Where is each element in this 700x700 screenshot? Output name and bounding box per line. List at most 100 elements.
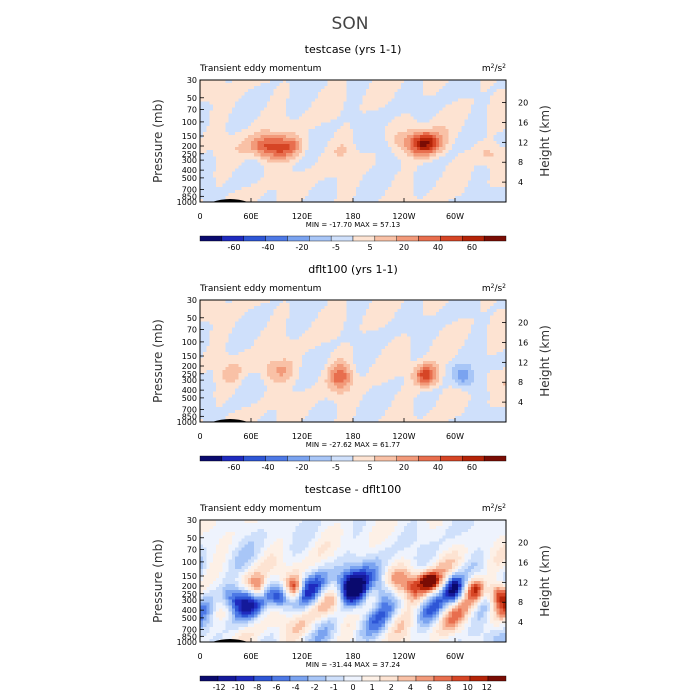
- field-cell: [483, 312, 488, 316]
- field-cell: [419, 128, 424, 133]
- field-cell: [362, 162, 367, 166]
- field-cell: [311, 83, 316, 87]
- field-cell: [273, 116, 277, 121]
- field-cell: [413, 171, 418, 175]
- field-cell: [461, 116, 465, 121]
- field-cell: [445, 95, 450, 99]
- field-cell: [467, 324, 472, 328]
- field-cell: [451, 107, 456, 111]
- field-cell: [435, 107, 440, 111]
- field-cell: [365, 174, 370, 178]
- field-cell: [407, 321, 411, 325]
- field-cell: [496, 189, 501, 194]
- field-cell: [212, 137, 217, 142]
- field-cell: [397, 186, 402, 191]
- field-cell: [470, 147, 475, 151]
- field-cell: [432, 150, 437, 154]
- field-cell: [340, 153, 344, 157]
- field-cell: [241, 89, 246, 93]
- field-cell: [209, 144, 214, 148]
- field-cell: [228, 186, 233, 191]
- field-cell: [464, 195, 469, 200]
- field-cell: [413, 165, 418, 169]
- field-cell: [292, 177, 297, 182]
- field-cell: [391, 174, 395, 178]
- field-cell: [212, 86, 217, 90]
- field-cell: [337, 171, 341, 175]
- field-cell: [372, 318, 376, 322]
- field-cell: [461, 153, 465, 157]
- field-cell: [241, 95, 246, 99]
- field-cell: [298, 92, 303, 96]
- field-cell: [477, 113, 481, 117]
- field-cell: [327, 321, 332, 325]
- field-cell: [340, 141, 344, 145]
- field-cell: [324, 318, 328, 322]
- field-cell: [467, 171, 472, 175]
- field-cell: [486, 180, 491, 185]
- field-cell: [410, 306, 414, 310]
- field-cell: [231, 330, 236, 334]
- field-cell: [464, 147, 469, 151]
- field-cell: [493, 116, 497, 121]
- field-cell: [333, 125, 338, 130]
- field-cell: [292, 141, 297, 145]
- field-cell: [330, 80, 335, 84]
- field-cell: [209, 153, 214, 157]
- field-cell: [378, 141, 383, 145]
- field-cell: [407, 327, 411, 331]
- field-cell: [359, 107, 363, 111]
- field-cell: [467, 300, 472, 304]
- field-cell: [330, 180, 335, 185]
- field-cell: [343, 309, 348, 313]
- field-cell: [467, 330, 472, 334]
- field-cell: [330, 141, 335, 145]
- field-cell: [378, 159, 383, 163]
- field-cell: [314, 327, 319, 331]
- field-cell: [263, 110, 268, 114]
- field-cell: [445, 183, 450, 188]
- field-cell: [486, 141, 491, 145]
- field-cell: [368, 186, 373, 191]
- field-cell: [317, 303, 322, 307]
- field-cell: [365, 80, 370, 84]
- field-cell: [317, 327, 322, 331]
- field-cell: [394, 192, 399, 197]
- field-cell: [375, 116, 379, 121]
- field-cell: [388, 101, 392, 105]
- field-cell: [445, 321, 450, 325]
- field-cell: [200, 98, 204, 102]
- field-cell: [435, 104, 440, 108]
- field-cell: [477, 101, 481, 105]
- field-cell: [203, 150, 207, 154]
- field-cell: [419, 137, 424, 142]
- field-cell: [375, 186, 379, 191]
- field-cell: [228, 107, 233, 111]
- field-cell: [333, 113, 338, 117]
- field-cell: [282, 125, 287, 130]
- field-cell: [365, 330, 370, 334]
- field-cell: [416, 131, 421, 136]
- field-cell: [375, 315, 379, 319]
- field-cell: [451, 125, 456, 130]
- field-cell: [295, 110, 300, 114]
- field-cell: [222, 131, 226, 136]
- field-cell: [496, 156, 501, 160]
- field-cell: [388, 186, 392, 191]
- field-cell: [486, 119, 491, 124]
- field-cell: [353, 131, 357, 136]
- field-cell: [292, 165, 297, 169]
- field-cell: [416, 150, 421, 154]
- field-cell: [238, 137, 242, 142]
- field-cell: [375, 156, 379, 160]
- field-cell: [413, 192, 418, 197]
- field-cell: [477, 98, 481, 102]
- field-cell: [404, 107, 408, 111]
- field-cell: [365, 153, 370, 157]
- field-cell: [359, 321, 363, 325]
- field-cell: [458, 177, 462, 182]
- field-cell: [480, 86, 485, 90]
- field-cell: [496, 98, 501, 102]
- field-cell: [461, 195, 465, 200]
- field-cell: [209, 122, 214, 127]
